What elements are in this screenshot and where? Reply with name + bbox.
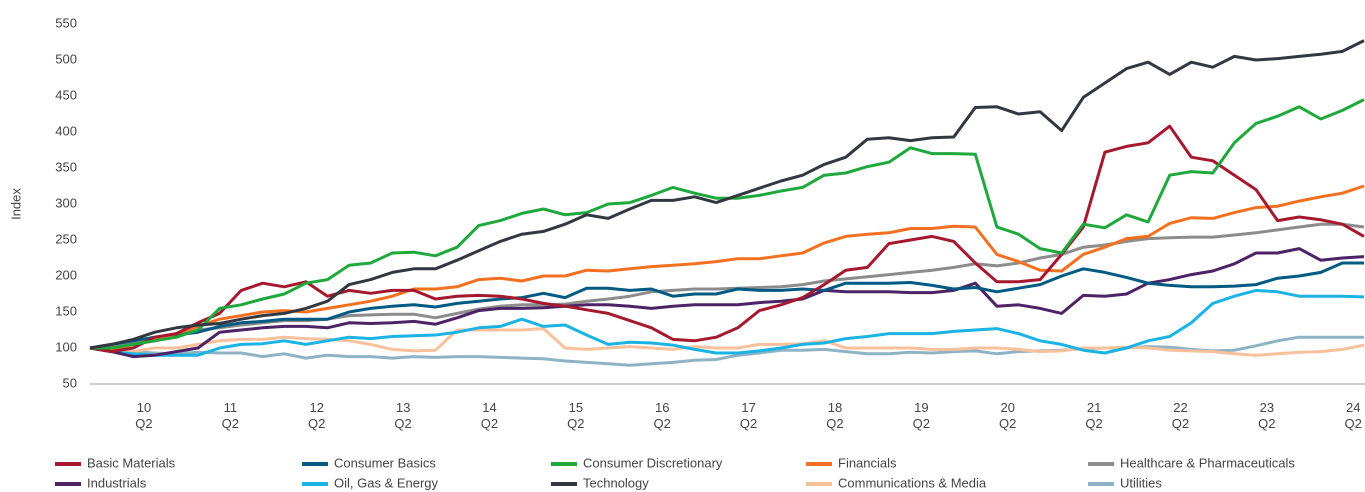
line-series <box>89 39 1365 350</box>
y-tick-label: 100 <box>55 339 77 354</box>
legend-label: Healthcare & Pharmaceuticals <box>1120 455 1295 470</box>
x-tick-label: 12 Q2 <box>308 400 326 431</box>
y-tick-label: 200 <box>55 267 77 282</box>
legend-label: Basic Materials <box>87 455 176 470</box>
y-tick-label: 250 <box>55 231 77 246</box>
x-tick-label: 21 Q2 <box>1085 400 1103 431</box>
legend-label: Consumer Basics <box>334 455 436 470</box>
line-series <box>89 124 1365 354</box>
x-tick-label: 17 Q2 <box>739 400 758 431</box>
x-tick-label: 10 Q2 <box>135 400 153 431</box>
x-tick-label: 16 Q2 <box>653 400 671 431</box>
x-tick-label: 19 Q2 <box>912 400 930 431</box>
x-tick-label: 14 Q2 <box>480 400 499 431</box>
y-tick-label: 350 <box>55 159 77 174</box>
line-series <box>89 288 1365 357</box>
line-series <box>89 184 1365 352</box>
y-tick-label: 500 <box>55 51 77 66</box>
legend-label: Utilities <box>1120 475 1162 490</box>
legend-label: Communications & Media <box>838 475 987 490</box>
y-tick-label: 150 <box>55 303 77 318</box>
y-tick-label: 550 <box>55 15 77 30</box>
line-series <box>89 327 1365 357</box>
legend-label: Financials <box>838 455 897 470</box>
x-tick-label: 23 Q2 <box>1258 400 1276 431</box>
y-tick-label: 400 <box>55 123 77 138</box>
x-tick-label: 24 Q2 <box>1344 400 1362 431</box>
x-tick-label: 20 Q2 <box>999 400 1017 431</box>
y-tick-label: 300 <box>55 195 77 210</box>
legend-label: Consumer Discretionary <box>583 455 723 470</box>
x-tick-label: 11 Q2 <box>221 400 240 431</box>
y-tick-label: 450 <box>55 87 77 102</box>
line-series <box>89 335 1364 367</box>
y-axis-label: Index <box>8 188 23 220</box>
line-series <box>89 261 1364 350</box>
legend-label: Industrials <box>87 475 147 490</box>
y-tick-label: 50 <box>63 375 77 390</box>
x-tick-label: 18 Q2 <box>826 400 844 431</box>
legend-label: Oil, Gas & Energy <box>334 475 439 490</box>
x-tick-label: 22 Q2 <box>1171 400 1190 431</box>
legend-label: Technology <box>583 475 649 490</box>
x-tick-label: 13 Q2 <box>394 400 412 431</box>
x-tick-label: 15 Q2 <box>567 400 585 431</box>
